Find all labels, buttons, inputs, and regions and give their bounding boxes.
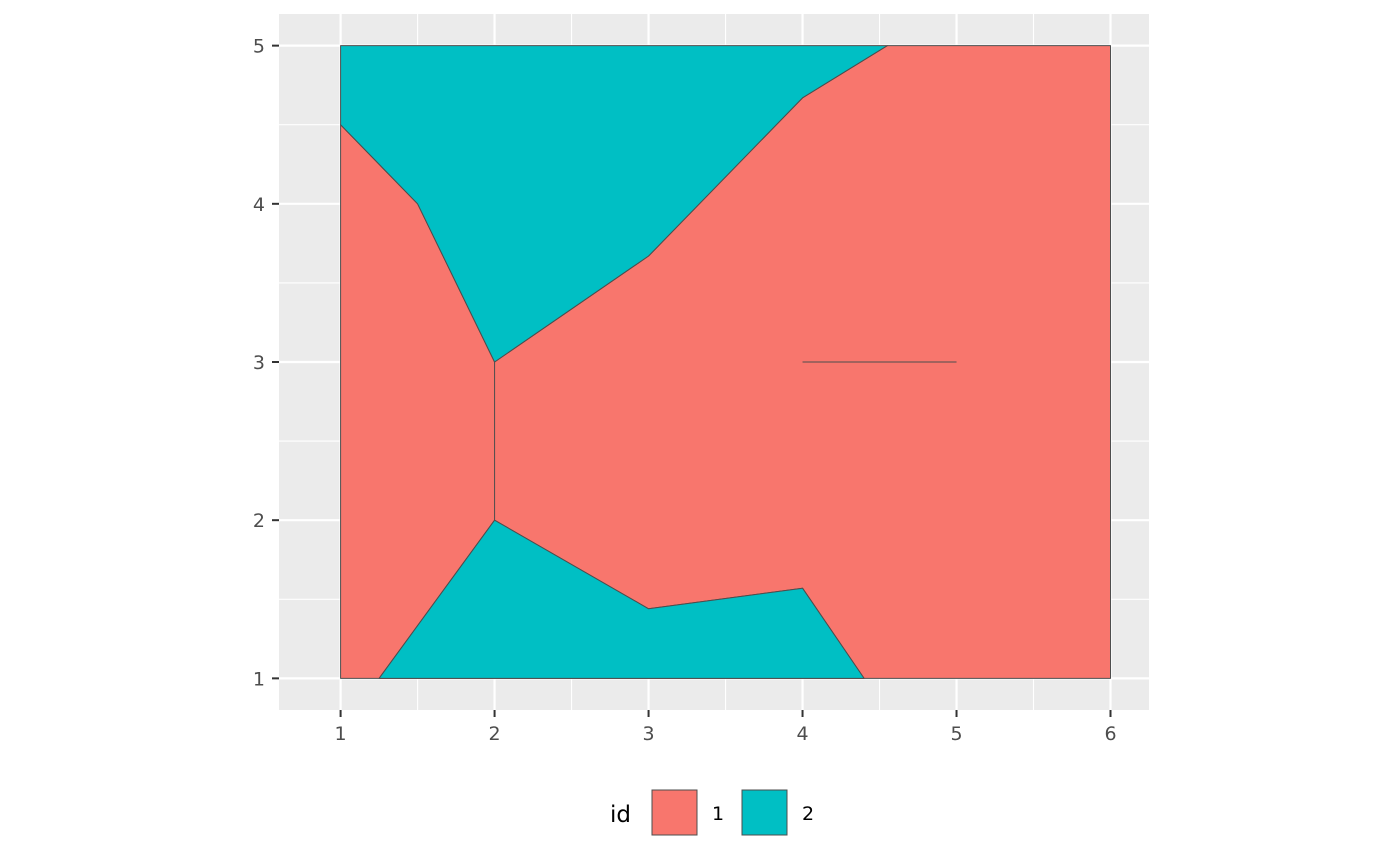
polygon-id-2 xyxy=(340,45,888,363)
x-tick-label: 1 xyxy=(335,723,347,745)
x-tick-label: 4 xyxy=(796,723,808,745)
legend-label-2: 2 xyxy=(802,803,814,825)
axes: 1 2 3 4 5 6 1 2 3 4 5 xyxy=(253,36,1117,745)
legend-title: id xyxy=(610,802,631,828)
y-tick-label: 4 xyxy=(253,194,265,216)
x-tick-label: 5 xyxy=(950,723,962,745)
x-tick-label: 2 xyxy=(489,723,501,745)
x-tick-label: 6 xyxy=(1104,723,1116,745)
y-tick-label: 2 xyxy=(253,510,265,532)
y-tick-label: 3 xyxy=(253,352,265,374)
legend-key-2 xyxy=(741,789,788,836)
y-tick-label: 1 xyxy=(253,668,265,690)
y-tick-label: 5 xyxy=(253,36,265,58)
legend-key-1 xyxy=(651,789,698,836)
legend-label-1: 1 xyxy=(712,803,724,825)
polygons xyxy=(340,45,1111,679)
x-tick-label: 3 xyxy=(643,723,655,745)
polygon-id-2 xyxy=(378,519,865,679)
legend: id 1 2 xyxy=(610,789,814,836)
